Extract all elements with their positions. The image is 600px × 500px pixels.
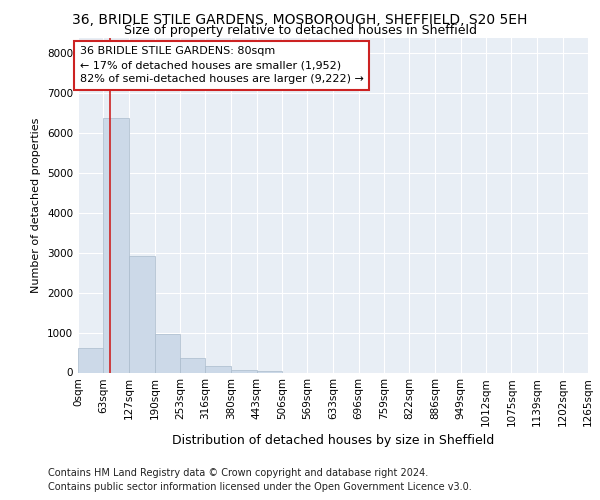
Text: Contains HM Land Registry data © Crown copyright and database right 2024.
Contai: Contains HM Land Registry data © Crown c… (48, 468, 472, 492)
Text: 36, BRIDLE STILE GARDENS, MOSBOROUGH, SHEFFIELD, S20 5EH: 36, BRIDLE STILE GARDENS, MOSBOROUGH, SH… (73, 12, 527, 26)
Bar (257, 370, 282, 372)
Bar (205, 366, 231, 372)
Y-axis label: Number of detached properties: Number of detached properties (31, 118, 41, 292)
Bar (103, 118, 129, 372)
Bar (231, 370, 257, 372)
Text: Size of property relative to detached houses in Sheffield: Size of property relative to detached ho… (124, 24, 476, 37)
Bar (78, 348, 103, 372)
Text: 36 BRIDLE STILE GARDENS: 80sqm
← 17% of detached houses are smaller (1,952)
82% : 36 BRIDLE STILE GARDENS: 80sqm ← 17% of … (80, 46, 364, 84)
Bar (129, 256, 155, 372)
Bar (180, 358, 205, 372)
X-axis label: Distribution of detached houses by size in Sheffield: Distribution of detached houses by size … (172, 434, 494, 448)
Bar (155, 334, 180, 372)
